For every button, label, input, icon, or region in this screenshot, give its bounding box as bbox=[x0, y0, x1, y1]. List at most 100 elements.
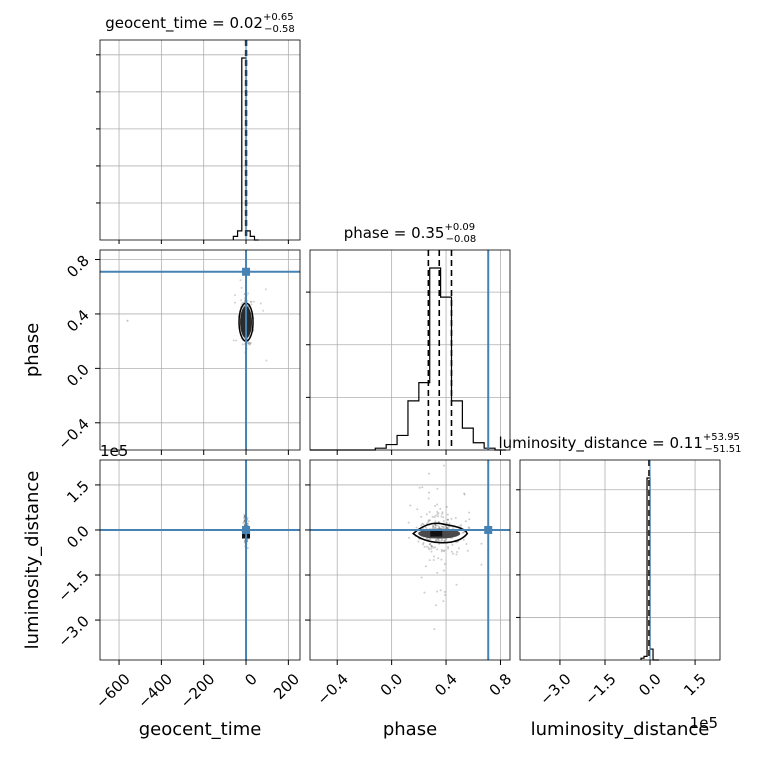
x-axis-label-geocent-time: geocent_time bbox=[139, 719, 262, 740]
sample-point bbox=[442, 464, 445, 467]
sample-point bbox=[443, 594, 446, 597]
sample-point bbox=[448, 522, 451, 525]
sample-point bbox=[480, 563, 483, 566]
sample-point bbox=[443, 549, 446, 552]
sample-point bbox=[439, 507, 442, 510]
sample-point bbox=[264, 288, 267, 291]
y-tick-label: −1.5 bbox=[54, 567, 92, 605]
sample-point bbox=[428, 510, 431, 513]
density-contour bbox=[430, 530, 443, 537]
sample-point bbox=[448, 525, 451, 528]
sample-point bbox=[447, 527, 450, 530]
panel-luminosity-distance-hist bbox=[516, 460, 720, 661]
histogram-bars bbox=[310, 267, 506, 451]
panel-frame bbox=[99, 39, 301, 241]
sample-point bbox=[440, 515, 443, 518]
sample-point bbox=[431, 515, 434, 518]
x-tick-label: −600 bbox=[92, 670, 134, 712]
sample-point bbox=[432, 526, 435, 529]
sample-point bbox=[434, 524, 437, 527]
panel-title: luminosity_distance = 0.11+53.95 −51.51 bbox=[498, 432, 741, 455]
x-tick-label: 0.0 bbox=[377, 670, 407, 700]
sample-point bbox=[433, 555, 436, 558]
sample-point bbox=[423, 545, 426, 548]
sample-point bbox=[420, 515, 423, 518]
panel-title-text: geocent_time = 0.02+0.65 −0.58 bbox=[105, 12, 295, 35]
x-tick-label: 0.8 bbox=[486, 670, 516, 700]
sample-point bbox=[246, 522, 249, 525]
sample-point bbox=[425, 513, 428, 516]
sample-point bbox=[243, 513, 246, 516]
sample-point bbox=[432, 525, 435, 528]
panel-frame bbox=[309, 459, 511, 661]
sample-point bbox=[450, 517, 453, 520]
sample-point bbox=[250, 303, 253, 306]
sample-point bbox=[232, 339, 235, 342]
sample-point bbox=[427, 520, 430, 523]
sample-point bbox=[452, 527, 455, 530]
panel-geocent-time-hist bbox=[96, 40, 300, 244]
sample-point bbox=[443, 590, 446, 593]
sample-point bbox=[446, 521, 449, 524]
sample-point bbox=[426, 521, 429, 524]
x-tick-label: 0.0 bbox=[635, 670, 665, 700]
sample-point bbox=[440, 525, 443, 528]
sample-point bbox=[440, 550, 443, 553]
sample-point bbox=[246, 546, 249, 549]
truth-marker bbox=[242, 525, 251, 534]
x-tick-label: −1.5 bbox=[581, 670, 619, 708]
sample-point bbox=[247, 343, 250, 346]
sample-point bbox=[250, 301, 253, 304]
sample-point bbox=[455, 553, 458, 556]
sample-point bbox=[434, 526, 437, 529]
sample-point bbox=[240, 286, 243, 289]
sample-point bbox=[428, 537, 431, 540]
sample-point bbox=[436, 487, 439, 490]
sample-point bbox=[455, 583, 458, 586]
sample-point bbox=[436, 503, 439, 506]
sample-point bbox=[420, 576, 423, 579]
sample-point bbox=[446, 518, 449, 521]
sample-point bbox=[467, 526, 470, 529]
y-tick-label: 0.4 bbox=[63, 306, 93, 336]
panel-geocent-time-vs-phase bbox=[100, 250, 300, 450]
x-tick-label: −3.0 bbox=[536, 670, 574, 708]
sample-point bbox=[436, 571, 439, 574]
sample-point bbox=[428, 491, 431, 494]
sample-point bbox=[416, 508, 419, 511]
sample-point bbox=[468, 511, 471, 514]
sample-point bbox=[434, 514, 437, 517]
x-tick-label: −0.4 bbox=[313, 670, 351, 708]
title-minus: −0.58 bbox=[264, 24, 295, 35]
x-tick-label: 0.4 bbox=[431, 670, 461, 700]
sample-point bbox=[450, 550, 453, 553]
title-minus: −51.51 bbox=[705, 444, 742, 455]
sample-point bbox=[430, 550, 433, 553]
sample-point bbox=[433, 523, 436, 526]
sample-point bbox=[243, 517, 246, 520]
y-tick-label: 0.8 bbox=[63, 252, 93, 282]
sample-point bbox=[262, 309, 265, 312]
title-plus: +0.09 bbox=[444, 222, 475, 233]
sample-point bbox=[240, 299, 243, 302]
sample-point bbox=[428, 543, 431, 546]
sample-point bbox=[437, 557, 440, 560]
title-plus: +0.65 bbox=[263, 12, 294, 23]
x-offset-text: 1e5 bbox=[690, 714, 718, 732]
sample-point bbox=[460, 524, 463, 527]
sample-point bbox=[243, 516, 246, 519]
sample-point bbox=[432, 546, 435, 549]
sample-point bbox=[437, 538, 440, 541]
sample-point bbox=[430, 545, 433, 548]
x-tick-labels: −0.4 0.0 0.4 0.8 bbox=[313, 660, 515, 709]
y-axis-label-luminosity-distance: luminosity_distance bbox=[22, 471, 43, 650]
sample-point bbox=[434, 520, 437, 523]
sample-point bbox=[468, 527, 471, 530]
panel-geocent-time-vs-luminosity-distance bbox=[100, 460, 300, 660]
sample-point bbox=[430, 545, 433, 548]
sample-point bbox=[428, 548, 431, 551]
x-tick-label: −400 bbox=[134, 670, 176, 712]
sample-point bbox=[440, 539, 443, 542]
sample-point bbox=[445, 527, 448, 530]
x-tick-label: −200 bbox=[177, 670, 219, 712]
